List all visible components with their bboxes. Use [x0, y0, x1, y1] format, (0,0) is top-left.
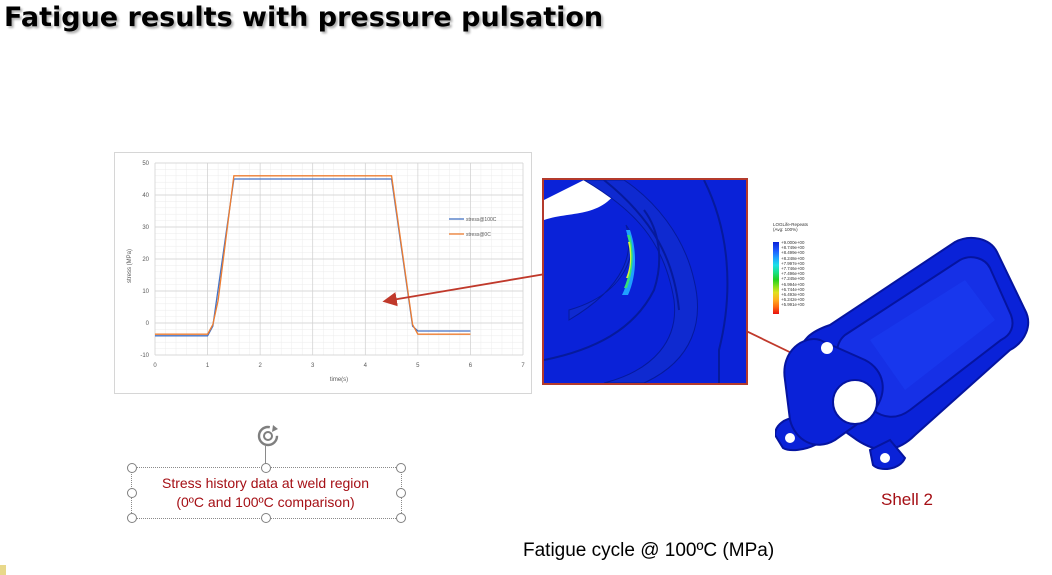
resize-handle-top-left[interactable] [127, 463, 137, 473]
y-tick-label: 0 [146, 321, 150, 327]
legend-value: +8.499e+00 [781, 250, 805, 256]
resize-handle-top[interactable] [261, 463, 271, 473]
legend-color-bar [773, 242, 779, 314]
contour-color-legend: LOGLife-Repeats (Avg: 100%) +9.000e+00 +8… [767, 218, 827, 318]
x-tick-label: 2 [258, 363, 262, 369]
legend-entry: stress@100C [466, 217, 497, 223]
rotation-connector [265, 446, 266, 466]
shell-label: Shell 2 [881, 490, 933, 509]
shell-model-graphic [773, 236, 1030, 471]
y-tick-label: 10 [142, 289, 149, 295]
x-tick-label: 6 [469, 363, 473, 369]
y-tick-label: -10 [140, 353, 149, 359]
legend-value: +7.496e+00 [781, 271, 805, 277]
legend-value: +5.991e+00 [781, 302, 805, 308]
legend-value: +8.749e+00 [781, 245, 805, 251]
textbox-line-1: Stress history data at weld region [162, 475, 369, 491]
legend-value: +9.000e+00 [781, 240, 805, 245]
x-tick-label: 7 [521, 363, 525, 369]
x-tick-label: 4 [364, 363, 368, 369]
x-tick-label: 0 [153, 363, 157, 369]
contour-zoom-view[interactable] [542, 178, 748, 385]
stress-history-chart[interactable]: 0 1 2 3 4 5 6 7 -10 0 10 20 30 40 50 stress@100C stress… [114, 152, 532, 394]
resize-handle-bottom-left[interactable] [127, 513, 137, 523]
resize-handle-right[interactable] [396, 488, 406, 498]
legend-value: +7.245e+00 [781, 276, 805, 282]
legend-values: +9.000e+00 +8.749e+00 +8.499e+00 +8.248e+00… [781, 240, 804, 308]
legend-value: +6.994e+00 [781, 281, 805, 287]
fatigue-cycle-caption: Fatigue cycle @ 100ºC (MPa) [523, 540, 775, 561]
legend-value: +8.248e+00 [781, 255, 805, 261]
y-tick-label: 20 [142, 257, 149, 263]
series-line-stress@100C [155, 178, 471, 337]
x-tick-label: 1 [206, 363, 210, 369]
legend-value: +6.744e+00 [781, 286, 805, 292]
textbox-line-2: (0ºC and 100ºC comparison) [176, 494, 355, 510]
x-tick-label: 3 [311, 363, 315, 369]
series-line-stress@0C [155, 175, 471, 335]
y-tick-label: 50 [142, 161, 149, 167]
chart-plot-area: 0 1 2 3 4 5 6 7 -10 0 10 20 30 40 50 stress@100C stress… [127, 161, 525, 383]
slide-title: Fatigue results with pressure pulsation [4, 2, 604, 33]
x-tick-label: 5 [416, 363, 420, 369]
resize-handle-left[interactable] [127, 488, 137, 498]
legend-value: +6.242e+00 [781, 297, 805, 303]
y-tick-label: 40 [142, 193, 149, 199]
y-tick-label: 30 [142, 225, 149, 231]
slide-corner-marker [0, 565, 6, 575]
y-axis-label: stress (MPa) [127, 249, 133, 283]
contour-plot [544, 180, 746, 383]
resize-handle-bottom-right[interactable] [396, 513, 406, 523]
rotate-handle-icon[interactable] [255, 423, 281, 449]
legend-title-1: LOGLife-Repeats [773, 222, 809, 227]
legend-title-2: (Avg: 100%) [773, 227, 798, 232]
x-axis-label: time(s) [330, 377, 348, 383]
legend-value: +6.493e+00 [781, 292, 805, 298]
legend-entry: stress@0C [466, 232, 491, 238]
resize-handle-top-right[interactable] [396, 463, 406, 473]
shell-3d-model[interactable] [773, 230, 1047, 490]
textbox-content[interactable]: Stress history data at weld region (0ºC … [131, 474, 400, 512]
legend-value: +7.997e+00 [781, 260, 805, 266]
legend-value: +7.746e+00 [781, 266, 805, 272]
resize-handle-bottom[interactable] [261, 513, 271, 523]
